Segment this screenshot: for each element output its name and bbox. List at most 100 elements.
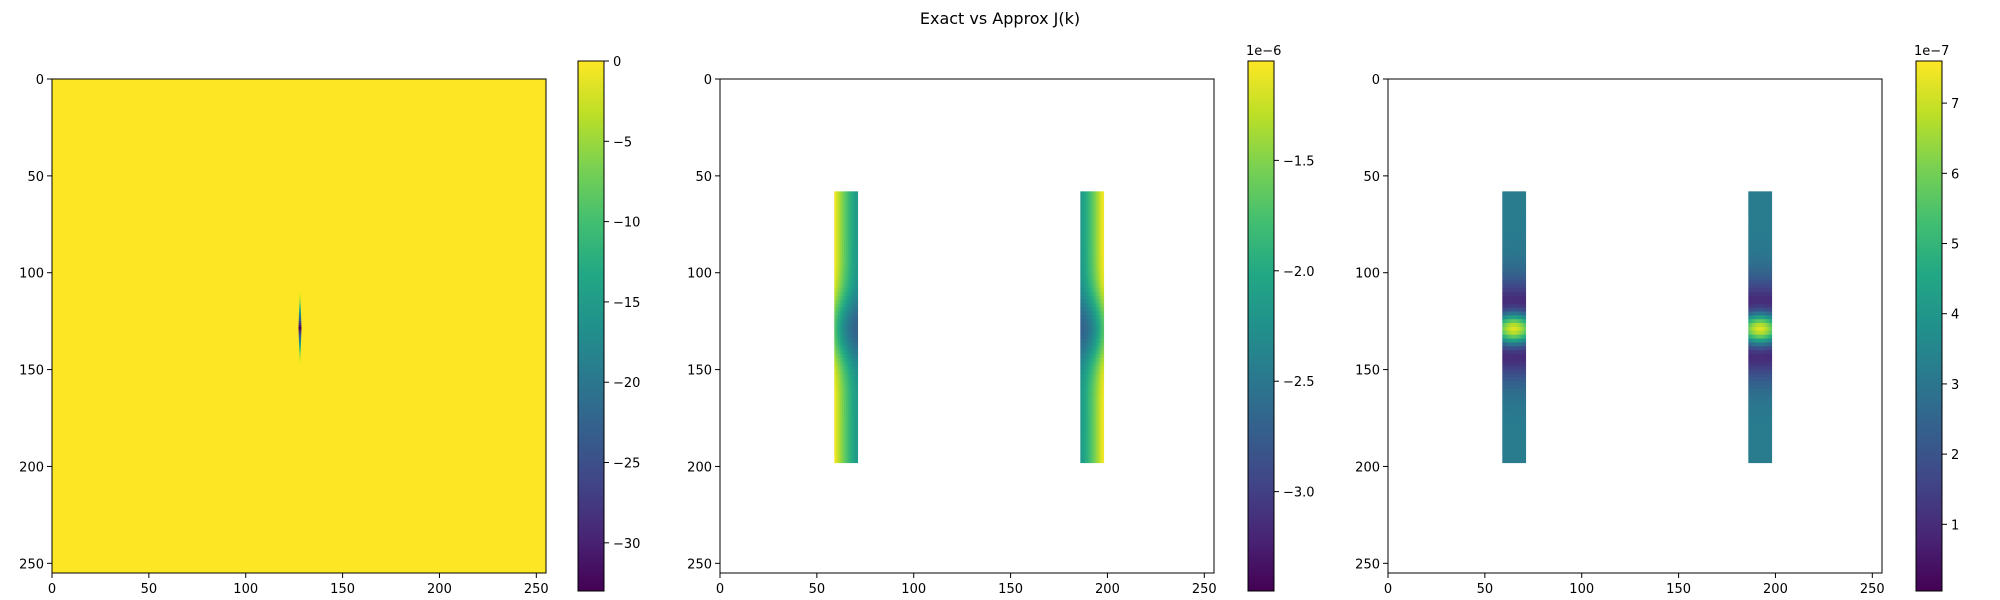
- strip-cell: [1506, 369, 1509, 374]
- strip-cell: [838, 288, 841, 293]
- strip-cell: [1752, 292, 1755, 297]
- strip-cell: [1750, 439, 1753, 444]
- strip-cell: [1515, 272, 1519, 278]
- strip-cell: [1508, 427, 1511, 433]
- strip-cell: [1088, 454, 1091, 460]
- strip-cell: [1517, 307, 1521, 312]
- strip-cell: [1767, 214, 1771, 219]
- strip-cell: [1502, 334, 1505, 340]
- strip-cell: [1763, 342, 1767, 347]
- strip-cell: [1769, 454, 1773, 460]
- strip-cell: [1758, 292, 1761, 297]
- strip-cell: [1513, 268, 1517, 274]
- strip-cell: [1759, 419, 1763, 425]
- strip-cell: [1502, 299, 1505, 305]
- strip-cell: [1099, 261, 1103, 266]
- strip-cell: [851, 439, 855, 444]
- strip-cell: [836, 191, 839, 196]
- strip-cell: [1769, 369, 1773, 374]
- strip-cell: [847, 447, 851, 452]
- strip-cell: [1750, 377, 1753, 382]
- strip-cell: [1088, 443, 1091, 448]
- strip-cell: [834, 416, 837, 421]
- strip-cell: [1750, 299, 1753, 305]
- strip-cell: [1090, 435, 1093, 440]
- strip-cell: [1754, 447, 1757, 452]
- strip-cell: [1506, 427, 1509, 433]
- strip-cell: [1758, 191, 1761, 196]
- strip-cell: [1506, 342, 1509, 347]
- strip-cell: [1099, 427, 1103, 433]
- strip-cell: [1752, 408, 1755, 413]
- strip-cell: [1510, 381, 1513, 386]
- strip-cell: [1082, 357, 1085, 363]
- strip-cell: [845, 292, 849, 297]
- strip-cell: [1513, 307, 1517, 312]
- strip-cell: [836, 284, 839, 289]
- strip-cell: [1758, 268, 1761, 274]
- strip-cell: [1502, 268, 1505, 274]
- strip-cell: [1752, 276, 1755, 281]
- strip-cell: [1502, 319, 1505, 324]
- strip-cell: [1523, 326, 1527, 332]
- strip-cell: [1748, 338, 1751, 343]
- strip-cell: [1504, 354, 1507, 359]
- strip-cell: [1097, 280, 1101, 285]
- strip-cell: [1086, 280, 1089, 285]
- strip-cell: [1101, 392, 1105, 398]
- strip-cell: [1095, 230, 1099, 235]
- strip-cell: [1088, 361, 1091, 367]
- strip-cell: [1761, 458, 1765, 464]
- strip-cell: [1513, 214, 1517, 219]
- strip-cell: [834, 233, 837, 239]
- heatmap-background: [720, 79, 1214, 573]
- strip-cell: [1761, 450, 1765, 456]
- strip-cell: [1754, 412, 1757, 417]
- spike-segment: [299, 297, 301, 301]
- strip-cell: [1082, 280, 1085, 285]
- strip-cell: [855, 439, 859, 444]
- strip-cell: [1515, 226, 1519, 231]
- strip-cell: [1761, 408, 1765, 413]
- strip-cell: [1099, 342, 1103, 347]
- strip-cell: [1523, 450, 1527, 456]
- strip-cell: [853, 392, 857, 398]
- strip-cell: [1523, 299, 1527, 305]
- strip-cell: [855, 214, 859, 219]
- strip-cell: [1082, 237, 1085, 243]
- strip-cell: [849, 330, 853, 336]
- strip-cell: [1502, 450, 1505, 456]
- strip-cell: [1754, 253, 1757, 258]
- colorbar: [1916, 61, 1942, 591]
- strip-cell: [849, 210, 853, 216]
- strip-cell: [1763, 450, 1767, 456]
- strip-cell: [1523, 241, 1527, 247]
- strip-cell: [1517, 400, 1521, 405]
- strip-cell: [1750, 199, 1753, 204]
- strip-cell: [1095, 431, 1099, 436]
- strip-cell: [1088, 346, 1091, 351]
- strip-cell: [840, 447, 843, 452]
- strip-cell: [1095, 299, 1099, 305]
- strip-cell: [1765, 210, 1769, 216]
- strip-cell: [1761, 264, 1765, 270]
- strip-cell: [1510, 342, 1513, 347]
- strip-cell: [1523, 388, 1527, 394]
- strip-cell: [1511, 311, 1515, 316]
- strip-cell: [1510, 315, 1513, 320]
- strip-cell: [1517, 454, 1521, 460]
- strip-cell: [1090, 268, 1093, 274]
- strip-cell: [838, 295, 841, 301]
- strip-cell: [1099, 447, 1103, 452]
- strip-cell: [843, 268, 847, 274]
- strip-cell: [1086, 264, 1089, 270]
- strip-cell: [1754, 357, 1757, 363]
- strip-cell: [851, 237, 855, 243]
- strip-cell: [1752, 319, 1755, 324]
- strip-cell: [1090, 206, 1093, 212]
- strip-cell: [1750, 315, 1753, 320]
- strip-cell: [847, 311, 851, 316]
- strip-cell: [1748, 195, 1751, 200]
- strip-cell: [1093, 253, 1097, 258]
- strip-cell: [1090, 218, 1093, 223]
